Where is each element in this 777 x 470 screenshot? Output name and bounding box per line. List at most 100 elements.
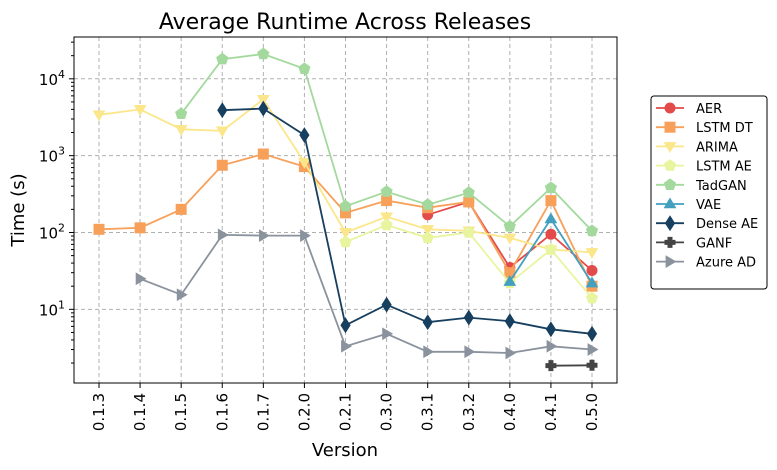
legend-label: ARIMA — [696, 140, 738, 155]
legend-marker — [663, 159, 677, 171]
series-arima — [92, 95, 599, 259]
legend-item-lstm-ae: LSTM AE — [656, 159, 752, 175]
series-line — [139, 233, 593, 354]
data-point — [464, 345, 476, 359]
legend-marker — [663, 197, 677, 209]
x-tick-label: 0.3.1 — [419, 393, 437, 431]
data-point — [93, 223, 105, 235]
data-point — [134, 222, 146, 234]
data-point — [545, 195, 557, 207]
data-point — [259, 229, 270, 242]
legend-item-tadgan: TadGAN — [656, 178, 747, 194]
data-point — [174, 125, 188, 136]
data-point — [421, 225, 435, 236]
data-point — [544, 181, 557, 194]
data-point — [380, 185, 393, 197]
data-point — [339, 199, 352, 212]
data-point — [421, 231, 434, 244]
data-point — [257, 148, 269, 160]
legend-marker — [664, 236, 676, 248]
data-point — [586, 359, 598, 371]
y-axis-label: Time (s) — [8, 173, 29, 247]
legend-item-ganf: GANF — [656, 236, 732, 251]
legend-item-dense-ae: Dense AE — [656, 215, 758, 232]
data-point — [217, 228, 229, 242]
y-tick-label: 103 — [39, 145, 65, 166]
data-point — [298, 62, 311, 74]
y-tick-label: 102 — [39, 221, 65, 242]
data-point — [462, 186, 475, 198]
data-point — [175, 203, 187, 215]
data-point — [586, 265, 598, 277]
data-point — [215, 126, 229, 138]
x-tick-label: 0.3.0 — [378, 393, 396, 431]
data-point — [544, 212, 558, 224]
data-point — [381, 195, 393, 207]
series-azure-ad — [135, 228, 599, 360]
x-ticks: 0.1.3 0.1.4 0.1.5 0.1.6 0.1.7 0.2.0 0.2.1 0.3.0… — [90, 383, 601, 431]
legend-label: LSTM AE — [696, 160, 752, 175]
data-point — [380, 212, 393, 224]
legend: AER LSTM DT ARIMA LSTM AE TadGAN VAE Dense AE G… — [650, 95, 768, 290]
data-point — [585, 276, 599, 288]
data-point — [298, 157, 311, 169]
x-tick-label: 0.4.1 — [542, 393, 560, 431]
data-point — [463, 196, 475, 208]
legend-marker — [664, 102, 676, 114]
x-tick-label: 0.4.0 — [501, 393, 519, 431]
data-point — [299, 127, 310, 144]
data-point — [585, 248, 599, 259]
x-axis-label: Version — [312, 440, 378, 461]
data-point — [216, 159, 228, 171]
data-point — [585, 224, 599, 237]
series-ganf — [545, 359, 598, 372]
x-tick-label: 0.1.6 — [213, 393, 231, 431]
y-tick-label: 104 — [39, 68, 65, 89]
data-point — [422, 314, 433, 331]
data-point — [257, 47, 270, 60]
y-tick-label: 101 — [39, 298, 65, 319]
data-point — [175, 107, 188, 119]
data-point — [421, 198, 434, 210]
data-point — [217, 102, 228, 119]
y-ticks: 101 102 103 104 — [39, 41, 74, 364]
x-tick-label: 0.2.0 — [295, 393, 313, 431]
legend-label: TadGAN — [695, 179, 747, 194]
data-point — [176, 288, 188, 302]
legend-frame — [650, 95, 768, 290]
legend-label: AER — [696, 102, 722, 117]
data-point — [546, 339, 558, 353]
legend-label: GANF — [696, 236, 732, 251]
series-line — [222, 107, 593, 335]
legend-marker — [665, 255, 677, 268]
data-point — [545, 360, 557, 372]
data-point — [503, 233, 517, 245]
legend-item-arima: ARIMA — [656, 140, 738, 155]
legend-label: Azure AD — [696, 256, 756, 271]
legend-label: VAE — [696, 198, 721, 213]
data-point — [216, 52, 229, 65]
data-point — [544, 243, 557, 255]
x-tick-label: 0.1.7 — [254, 393, 272, 431]
data-point — [339, 235, 352, 248]
legend-item-lstm-dt: LSTM DT — [656, 121, 753, 136]
legend-marker — [663, 142, 677, 153]
data-point — [340, 317, 351, 334]
legend-label: Dense AE — [696, 217, 758, 232]
data-point — [256, 95, 270, 106]
x-tick-label: 0.5.0 — [583, 393, 601, 431]
data-point — [423, 345, 435, 359]
legend-item-azure-ad: Azure AD — [656, 255, 756, 271]
data-point — [382, 327, 394, 341]
data-point — [341, 339, 352, 353]
x-tick-label: 0.1.3 — [90, 393, 108, 431]
data-point — [545, 228, 557, 240]
legend-marker — [663, 178, 677, 190]
legend-item-vae: VAE — [656, 197, 721, 213]
data-point — [587, 343, 599, 356]
data-point — [463, 309, 474, 326]
x-tick-label: 0.1.4 — [131, 393, 149, 431]
data-point — [503, 275, 517, 286]
data-point — [505, 346, 517, 360]
